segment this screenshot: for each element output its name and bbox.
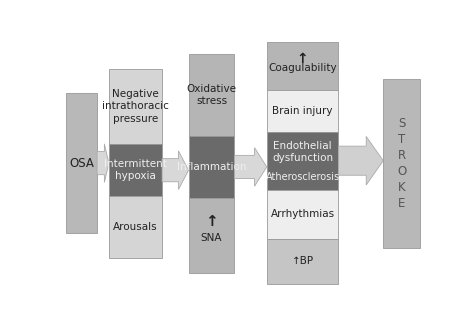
Bar bbox=[267, 190, 338, 239]
Bar bbox=[109, 68, 162, 144]
Bar bbox=[267, 43, 338, 89]
Text: OSA: OSA bbox=[69, 157, 94, 170]
Polygon shape bbox=[235, 148, 267, 186]
Text: Coagulability: Coagulability bbox=[268, 64, 337, 74]
Text: Endothelial
dysfunction: Endothelial dysfunction bbox=[272, 141, 333, 163]
Polygon shape bbox=[162, 151, 189, 190]
Polygon shape bbox=[97, 144, 109, 182]
Bar bbox=[66, 93, 97, 233]
Text: ↑: ↑ bbox=[297, 52, 309, 66]
Bar bbox=[189, 136, 235, 198]
Text: S
T
R
O
K
E: S T R O K E bbox=[397, 117, 406, 210]
Text: ↑: ↑ bbox=[205, 214, 218, 229]
Text: SNA: SNA bbox=[201, 233, 222, 243]
Text: ↑BP: ↑BP bbox=[292, 256, 314, 266]
Bar bbox=[109, 144, 162, 196]
Text: Brain injury: Brain injury bbox=[273, 106, 333, 116]
Bar bbox=[189, 54, 235, 136]
Text: Intermittent
hypoxia: Intermittent hypoxia bbox=[104, 159, 167, 182]
Bar bbox=[189, 198, 235, 273]
Text: Inflammation: Inflammation bbox=[177, 162, 246, 172]
Bar bbox=[267, 89, 338, 132]
Bar bbox=[267, 132, 338, 190]
Text: Arousals: Arousals bbox=[113, 222, 158, 232]
Polygon shape bbox=[338, 136, 383, 185]
Text: Arrhythmias: Arrhythmias bbox=[271, 209, 335, 219]
Text: Atherosclerosis: Atherosclerosis bbox=[265, 172, 340, 182]
Bar bbox=[383, 78, 420, 248]
Bar bbox=[109, 196, 162, 258]
Bar bbox=[267, 239, 338, 284]
Text: Negative
intrathoracic
pressure: Negative intrathoracic pressure bbox=[102, 89, 169, 124]
Text: Oxidative
stress: Oxidative stress bbox=[186, 84, 237, 106]
